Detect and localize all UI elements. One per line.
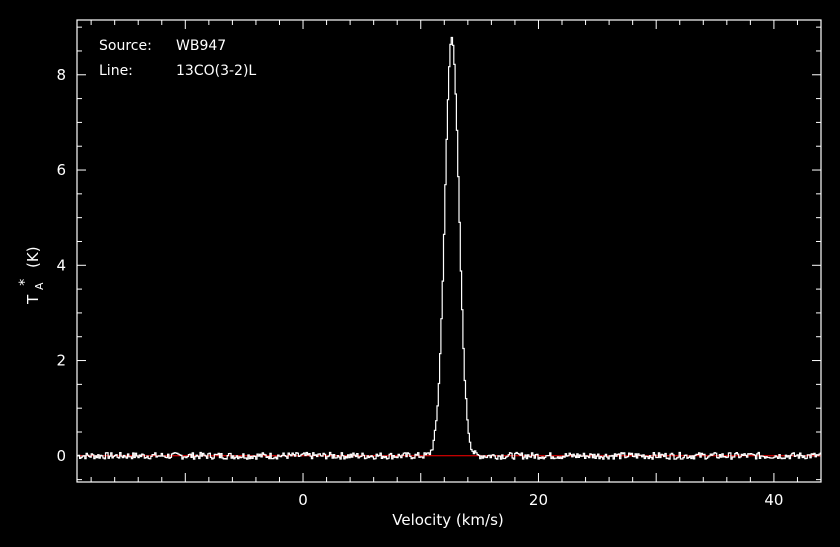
- y-tick-label: 6: [56, 161, 66, 179]
- y-axis-label-unit: (K): [24, 246, 42, 268]
- y-axis-label-sup: *: [17, 279, 33, 286]
- y-tick-label: 8: [56, 66, 66, 84]
- x-tick-label: 20: [529, 491, 548, 509]
- source-value: WB947: [176, 38, 226, 54]
- x-axis-label: Velocity (km/s): [392, 511, 503, 529]
- y-tick-label: 0: [56, 447, 66, 465]
- y-tick-label: 4: [56, 256, 66, 274]
- line-label: Line:: [99, 63, 133, 79]
- svg-text:T A * (K): T A * (K): [15, 246, 47, 305]
- x-tick-label: 0: [298, 491, 308, 509]
- y-axis-label-main: T: [24, 294, 42, 305]
- y-axis-label-sub: A: [33, 282, 46, 290]
- spectrum-line: [77, 36, 821, 460]
- x-tick-label: 40: [764, 491, 783, 509]
- plot-frame: [76, 19, 822, 483]
- source-label: Source:: [99, 38, 152, 54]
- axis-ticks: [77, 20, 822, 482]
- y-tick-labels: 0 2 4 6 8: [56, 66, 66, 465]
- y-tick-label: 2: [56, 352, 66, 370]
- y-axis-label: T A * (K): [15, 246, 47, 305]
- line-value: 13CO(3-2)L: [176, 63, 256, 79]
- x-tick-labels: 0 20 40: [298, 491, 783, 509]
